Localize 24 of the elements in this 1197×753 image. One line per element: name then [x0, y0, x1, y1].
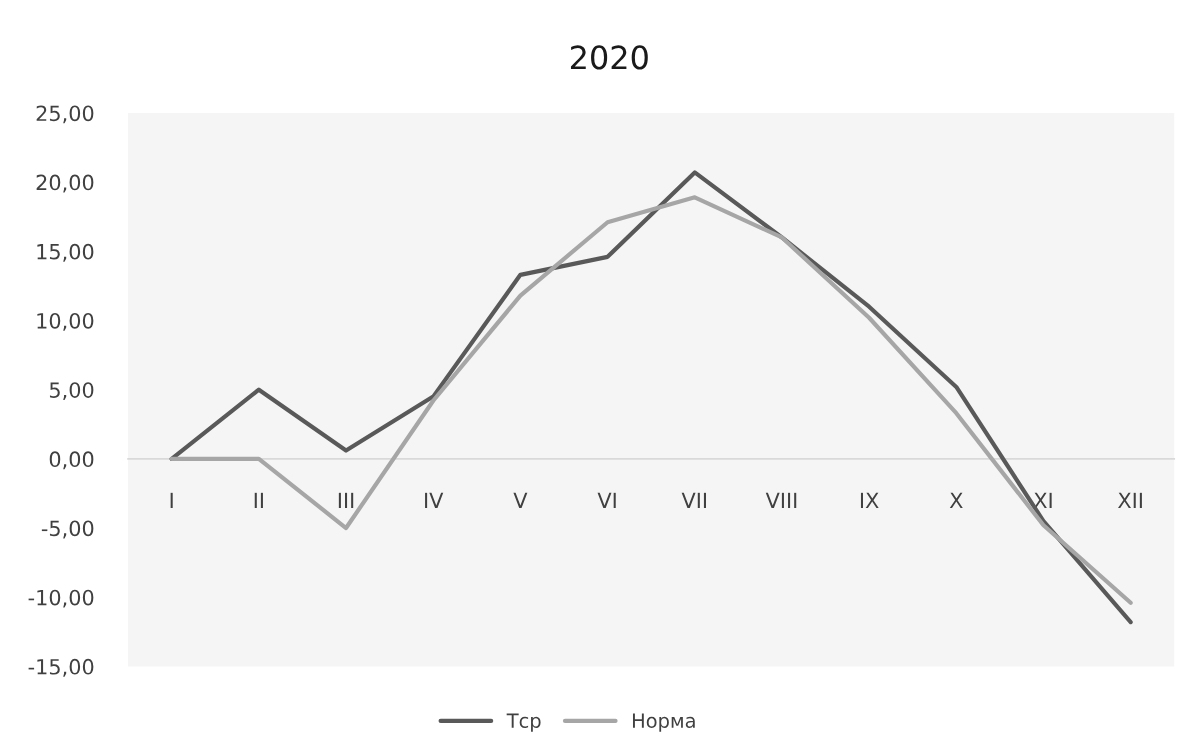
- x-tick-label: V: [513, 492, 528, 509]
- x-tick-label: X: [949, 492, 963, 509]
- x-tick-label: IV: [425, 492, 444, 509]
- x-tick-label: XII: [1118, 492, 1142, 509]
- y-tick-label: 10,00: [37, 312, 94, 331]
- x-tick-label: III: [338, 492, 354, 509]
- chart-title: 2020: [570, 45, 648, 70]
- x-tick-label: VII: [681, 492, 706, 509]
- x-tick-label: VIII: [765, 492, 797, 509]
- y-tick-label: 15,00: [37, 243, 94, 262]
- y-tick-label: 20,00: [36, 174, 94, 193]
- y-tick-label: 25,00: [36, 105, 94, 124]
- y-tick-label: -15,00: [28, 658, 94, 677]
- y-tick-label: 0,00: [49, 451, 94, 470]
- legend-label: Норма: [632, 713, 695, 732]
- x-tick-label: I: [170, 492, 173, 509]
- x-tick-label: II: [254, 492, 263, 509]
- legend-label: Тср: [506, 713, 541, 732]
- y-tick-label: -5,00: [41, 520, 94, 539]
- y-tick-label: 5,00: [49, 382, 94, 401]
- y-tick-label: -10,00: [28, 589, 94, 608]
- x-tick-label: VI: [597, 492, 616, 509]
- x-tick-label: IX: [860, 492, 879, 509]
- x-tick-label: XI: [1033, 492, 1052, 509]
